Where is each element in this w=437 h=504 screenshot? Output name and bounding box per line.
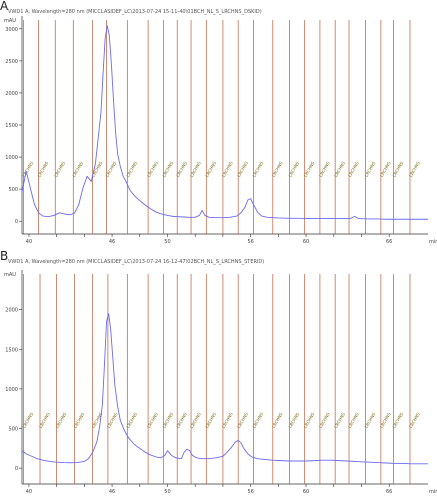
- x-tick-label: 46: [109, 239, 115, 245]
- absorbance-trace: [21, 25, 428, 220]
- y-tick-label: 2500: [5, 59, 18, 65]
- x-tick-label: 60: [303, 489, 309, 495]
- x-tick-label: 56: [247, 489, 253, 495]
- chromatogram-b-svg: VWD1 A, Wavelength=280 nm (MICCLASIDEF_L…: [4, 259, 437, 495]
- panel-letter-b: B: [0, 249, 9, 263]
- chromatogram-a-svg: VWD1 A, Wavelength=280 nm (MICCLASIDEF_L…: [4, 9, 437, 245]
- chromatogram-panel-b: B VWD1 A, Wavelength=280 nm (MICCLASIDEF…: [0, 249, 437, 500]
- chromatogram-panel-a: A VWD1 A, Wavelength=280 nm (MICCLASIDEF…: [0, 0, 437, 250]
- y-axis-label: mAU: [4, 272, 16, 278]
- x-tick-label: 60: [303, 239, 309, 245]
- y-axis-label: mAU: [4, 18, 16, 24]
- x-tick-label: 40: [26, 239, 32, 245]
- y-tick-label: 2000: [5, 91, 18, 97]
- y-tick-label: 0: [15, 219, 18, 225]
- x-tick-label: 56: [247, 239, 253, 245]
- y-tick-label: 1000: [5, 155, 18, 161]
- y-tick-label: 0: [15, 466, 18, 472]
- x-axis-unit: min: [429, 489, 437, 495]
- x-axis-unit: min: [429, 239, 437, 245]
- y-tick-label: 500: [8, 427, 18, 433]
- x-tick-label: 66: [386, 489, 392, 495]
- y-tick-label: 2000: [5, 308, 18, 314]
- absorbance-trace: [21, 313, 428, 465]
- chart-title: VWD1 A, Wavelength=280 nm (MICCLASIDEF_L…: [8, 259, 264, 265]
- chart-title: VWD1 A, Wavelength=280 nm (MICCLASIDEF_L…: [8, 9, 262, 15]
- y-tick-label: 3000: [5, 27, 18, 33]
- x-tick-label: 66: [386, 239, 392, 245]
- panel-letter-a: A: [0, 0, 9, 13]
- y-tick-label: 1500: [5, 347, 18, 353]
- x-tick-label: 50: [164, 489, 170, 495]
- y-tick-label: 1000: [5, 387, 18, 393]
- x-tick-label: 50: [164, 239, 170, 245]
- x-tick-label: 46: [109, 489, 115, 495]
- x-tick-label: 40: [26, 489, 32, 495]
- y-tick-label: 1500: [5, 123, 18, 129]
- y-tick-label: 500: [8, 187, 18, 193]
